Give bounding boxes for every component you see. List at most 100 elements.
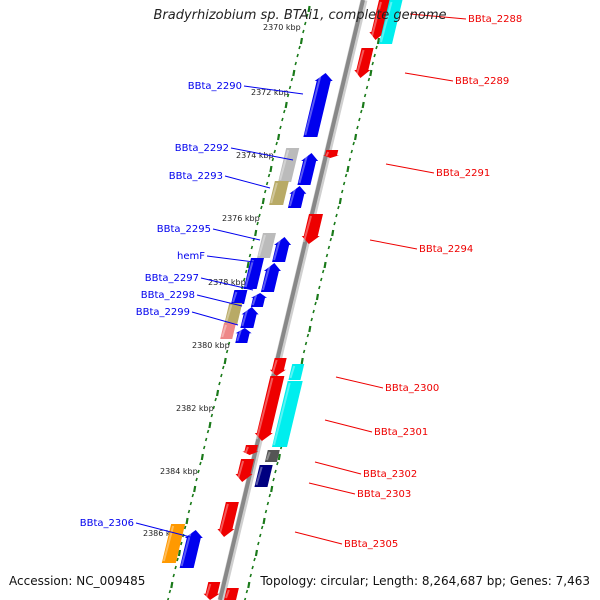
gene-bbta-2297-body bbox=[260, 263, 281, 292]
gene-bbta-2303-a-body bbox=[235, 459, 255, 482]
scale-tick bbox=[375, 45, 378, 50]
scale-tick bbox=[358, 117, 361, 122]
scale-tick bbox=[296, 53, 299, 58]
left-gene-label: BBta_2290 bbox=[188, 81, 242, 92]
scale-tick bbox=[180, 541, 183, 546]
scale-tick bbox=[200, 453, 204, 461]
scale-tick bbox=[176, 557, 179, 562]
scale-tick bbox=[340, 189, 344, 194]
gene-bbta-2303-a bbox=[235, 459, 255, 482]
scale-tick bbox=[333, 221, 336, 226]
scale-tick bbox=[346, 165, 350, 173]
gene-bottom-red-2-body bbox=[224, 588, 239, 600]
gene-bbta-2292-b-body bbox=[297, 153, 319, 185]
accession-label: Accession: NC_009485 bbox=[9, 574, 146, 588]
scale-tick bbox=[321, 269, 325, 274]
genome-backbone bbox=[218, 0, 365, 600]
scale-tick bbox=[170, 581, 174, 589]
scale-tick bbox=[193, 485, 197, 493]
scale-tick bbox=[256, 221, 259, 226]
scale-tick bbox=[187, 509, 191, 514]
gene-bbta-2301-b bbox=[271, 381, 303, 447]
scale-tick bbox=[323, 261, 327, 269]
tick-layer: 2370 kbp 2372 kbp 2374 kbp 2376 kbp 2378 kbp… bbox=[143, 5, 388, 600]
scale-tick bbox=[265, 181, 269, 186]
gene-bbta-2289-highlight bbox=[355, 49, 365, 77]
scale-tick bbox=[373, 53, 376, 58]
scale-tick bbox=[183, 525, 187, 530]
kbp-marker-label: 2376 kbp bbox=[222, 214, 260, 223]
scale-tick bbox=[286, 93, 290, 98]
scale-tick bbox=[214, 397, 217, 402]
gene-bbta-2288-a-body bbox=[369, 0, 391, 40]
gene-bbta-2292-a-highlight bbox=[279, 149, 290, 181]
gene-bottom-red-2-highlight bbox=[225, 589, 230, 599]
scale-tick bbox=[197, 469, 200, 474]
kbp-marker-label: 2372 kbp bbox=[251, 88, 289, 97]
scale-tick bbox=[254, 229, 258, 237]
scale-tick bbox=[227, 341, 231, 346]
gene-bbta-2294-highlight bbox=[302, 215, 312, 243]
scale-tick bbox=[294, 61, 297, 66]
page-title: Bradyrhizobium sp. BTAi1, complete genom… bbox=[153, 8, 447, 23]
gene-bbta-2299-a bbox=[224, 303, 243, 324]
scale-tick bbox=[365, 85, 369, 90]
scale-tick bbox=[327, 245, 331, 250]
scale-tick bbox=[299, 37, 304, 45]
scale-tick bbox=[288, 85, 292, 90]
left-label-leader bbox=[206, 255, 263, 264]
gene-bbta-2288-b-highlight bbox=[380, 1, 393, 43]
gene-bbta-2302-a-body bbox=[242, 445, 259, 455]
scale-tick bbox=[225, 349, 229, 354]
gene-bbta-2293-b-body bbox=[287, 186, 307, 208]
scale-tick bbox=[249, 573, 252, 578]
scale-tick bbox=[338, 197, 342, 205]
gene-bbta-2303-a-highlight bbox=[236, 460, 245, 481]
right-gene-label: BBta_2303 bbox=[357, 489, 411, 500]
scale-tick bbox=[195, 477, 198, 482]
gene-bbta-2298-b bbox=[250, 293, 268, 307]
scale-tick bbox=[191, 493, 195, 498]
scale-tick bbox=[356, 125, 359, 130]
gene-bbta-2300-b-body bbox=[288, 364, 305, 380]
scale-tick bbox=[174, 565, 177, 570]
kbp-marker-label: 2386 kbp bbox=[143, 529, 181, 538]
gene-bottom-red-body bbox=[203, 582, 221, 600]
scale-tick bbox=[267, 173, 271, 178]
scale-tick bbox=[363, 93, 367, 98]
scale-tick bbox=[242, 277, 246, 282]
left-label-leader bbox=[191, 311, 239, 326]
gene-bbta-2300-a bbox=[269, 358, 287, 376]
right-gene-label: BBta_2289 bbox=[455, 76, 509, 87]
scale-tick bbox=[273, 149, 277, 154]
right-label-leader bbox=[404, 72, 454, 82]
gene-bbta-2301-a-highlight bbox=[255, 377, 274, 440]
gene-bbta-2301-b-body bbox=[271, 381, 303, 447]
gene-bbta-2289-body bbox=[354, 48, 374, 78]
scale-tick bbox=[177, 549, 182, 557]
gene-bbta-2295-a-highlight bbox=[258, 234, 266, 257]
scale-tick bbox=[318, 285, 321, 290]
scale-tick bbox=[325, 253, 329, 258]
scale-tick bbox=[369, 69, 373, 77]
scale-tick bbox=[262, 517, 266, 525]
right-gene-label: BBta_2302 bbox=[363, 469, 417, 480]
gene-bottom-red bbox=[203, 582, 221, 600]
scale-tick bbox=[212, 405, 216, 410]
scale-tick bbox=[266, 501, 270, 506]
scale-tick bbox=[360, 109, 363, 114]
gene-bbta-2300-b bbox=[288, 364, 305, 380]
right-gene-label: BBta_2305 bbox=[344, 539, 398, 550]
scale-tick bbox=[275, 141, 278, 146]
kbp-marker-label: 2374 kbp bbox=[236, 151, 274, 160]
gene-bbta-2299-d-body bbox=[235, 328, 252, 343]
gene-layer bbox=[161, 0, 403, 600]
scale-tick bbox=[335, 213, 338, 218]
gene-bbta-2298-b-body bbox=[250, 293, 268, 307]
scale-tick bbox=[306, 333, 310, 338]
scale-tick bbox=[305, 13, 309, 18]
scale-tick bbox=[247, 581, 251, 589]
kbp-marker-label: 2382 kbp bbox=[176, 404, 214, 413]
gene-bbta-2295-a-body bbox=[257, 233, 276, 258]
scale-tick bbox=[279, 125, 282, 130]
